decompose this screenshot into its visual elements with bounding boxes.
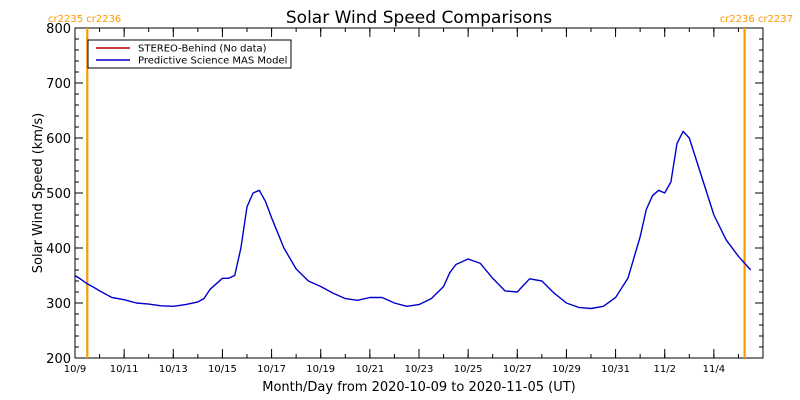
carrington-marker-label: cr2236 cr2237 [720, 14, 793, 25]
x-tick-label: 11/4 [703, 364, 725, 375]
carrington-markers-layer: cr2235 cr2236 cr2236 cr2237 [48, 14, 793, 358]
legend: STEREO-Behind (No data)Predictive Scienc… [87, 39, 292, 69]
x-tick-label: 10/29 [552, 364, 581, 375]
plot-frame [74, 27, 764, 359]
x-tick-label: 10/17 [257, 364, 286, 375]
y-tick-label: 200 [46, 352, 71, 367]
y-tick-label: 300 [46, 297, 71, 312]
x-tick-label: 10/21 [355, 364, 384, 375]
series-line [74, 130, 752, 310]
ticks-layer: 200 300 400 500 600 700 800 10/9 10/11 10/13 10/15… [46, 22, 764, 375]
x-tick-label: 11/2 [653, 364, 675, 375]
legend-entry: Predictive Science MAS Model [138, 56, 287, 67]
x-tick-label: 10/11 [110, 364, 139, 375]
chart-title: Solar Wind Speed Comparisons [286, 8, 552, 28]
y-tick-label: 600 [46, 132, 71, 147]
carrington-marker-label: cr2235 cr2236 [48, 14, 121, 25]
series-layer [74, 130, 752, 310]
labels-layer: Solar Wind Speed Comparisons Month/Day f… [31, 8, 576, 395]
x-tick-label: 10/19 [306, 364, 335, 375]
x-axis-label: Month/Day from 2020-10-09 to 2020-11-05 … [262, 380, 575, 395]
y-tick-label: 700 [46, 77, 71, 92]
x-tick-label: 10/9 [64, 364, 86, 375]
x-tick-label: 10/23 [405, 364, 434, 375]
y-tick-label: 400 [46, 242, 71, 257]
y-tick-label: 500 [46, 187, 71, 202]
x-tick-label: 10/15 [208, 364, 237, 375]
x-tick-label: 10/27 [503, 364, 532, 375]
x-tick-label: 10/31 [601, 364, 630, 375]
legend-box [87, 39, 292, 69]
x-tick-label: 10/25 [454, 364, 483, 375]
y-axis-label: Solar Wind Speed (km/s) [31, 113, 46, 273]
y-tick-label: 800 [46, 22, 71, 37]
axes-layer [74, 27, 764, 359]
x-tick-label: 10/13 [159, 364, 188, 375]
legend-entry: STEREO-Behind (No data) [138, 44, 267, 55]
